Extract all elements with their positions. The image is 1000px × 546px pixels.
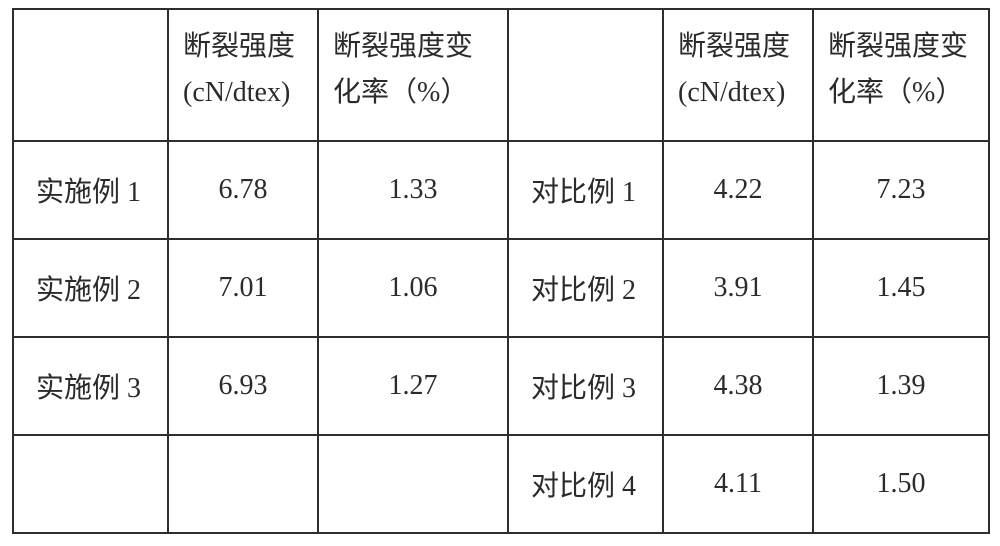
col-header-right-rate: 断裂强度变 化率（%） <box>813 9 989 141</box>
cell-left-strength: 7.01 <box>168 239 318 337</box>
cell-right-rate: 1.50 <box>813 435 989 533</box>
cell-left-rate: 1.06 <box>318 239 508 337</box>
cell-right-label: 对比例 3 <box>508 337 663 435</box>
cell-right-rate: 7.23 <box>813 141 989 239</box>
cell-left-strength <box>168 435 318 533</box>
table-row: 实施例 1 6.78 1.33 对比例 1 4.22 7.23 <box>13 141 989 239</box>
col-header-left-strength: 断裂强度 (cN/dtex) <box>168 9 318 141</box>
col-header-left-label <box>13 9 168 141</box>
col-header-text: 断裂强度变 <box>333 24 495 70</box>
cell-left-label: 实施例 3 <box>13 337 168 435</box>
col-header-text: (cN/dtex) <box>678 70 800 116</box>
cell-left-label: 实施例 1 <box>13 141 168 239</box>
cell-left-strength: 6.93 <box>168 337 318 435</box>
cell-right-label: 对比例 2 <box>508 239 663 337</box>
cell-left-strength: 6.78 <box>168 141 318 239</box>
cell-right-strength: 4.38 <box>663 337 813 435</box>
table-row: 实施例 2 7.01 1.06 对比例 2 3.91 1.45 <box>13 239 989 337</box>
cell-left-rate: 1.33 <box>318 141 508 239</box>
cell-right-rate: 1.39 <box>813 337 989 435</box>
table-container: 断裂强度 (cN/dtex) 断裂强度变 化率（%） 断裂强度 (cN/dtex… <box>0 0 1000 546</box>
table-header-row: 断裂强度 (cN/dtex) 断裂强度变 化率（%） 断裂强度 (cN/dtex… <box>13 9 989 141</box>
data-table: 断裂强度 (cN/dtex) 断裂强度变 化率（%） 断裂强度 (cN/dtex… <box>12 8 990 534</box>
table-row: 实施例 3 6.93 1.27 对比例 3 4.38 1.39 <box>13 337 989 435</box>
col-header-text: 断裂强度变 <box>828 24 976 70</box>
col-header-left-rate: 断裂强度变 化率（%） <box>318 9 508 141</box>
cell-right-strength: 4.22 <box>663 141 813 239</box>
col-header-text: 化率（%） <box>333 70 495 116</box>
cell-right-rate: 1.45 <box>813 239 989 337</box>
cell-right-strength: 3.91 <box>663 239 813 337</box>
cell-left-label <box>13 435 168 533</box>
cell-right-strength: 4.11 <box>663 435 813 533</box>
table-row: 对比例 4 4.11 1.50 <box>13 435 989 533</box>
col-header-right-strength: 断裂强度 (cN/dtex) <box>663 9 813 141</box>
col-header-right-label <box>508 9 663 141</box>
col-header-text: 化率（%） <box>828 70 976 116</box>
col-header-text: 断裂强度 <box>678 24 800 70</box>
cell-left-rate: 1.27 <box>318 337 508 435</box>
col-header-text: 断裂强度 <box>183 24 305 70</box>
cell-right-label: 对比例 4 <box>508 435 663 533</box>
cell-right-label: 对比例 1 <box>508 141 663 239</box>
col-header-text: (cN/dtex) <box>183 70 305 116</box>
cell-left-label: 实施例 2 <box>13 239 168 337</box>
cell-left-rate <box>318 435 508 533</box>
